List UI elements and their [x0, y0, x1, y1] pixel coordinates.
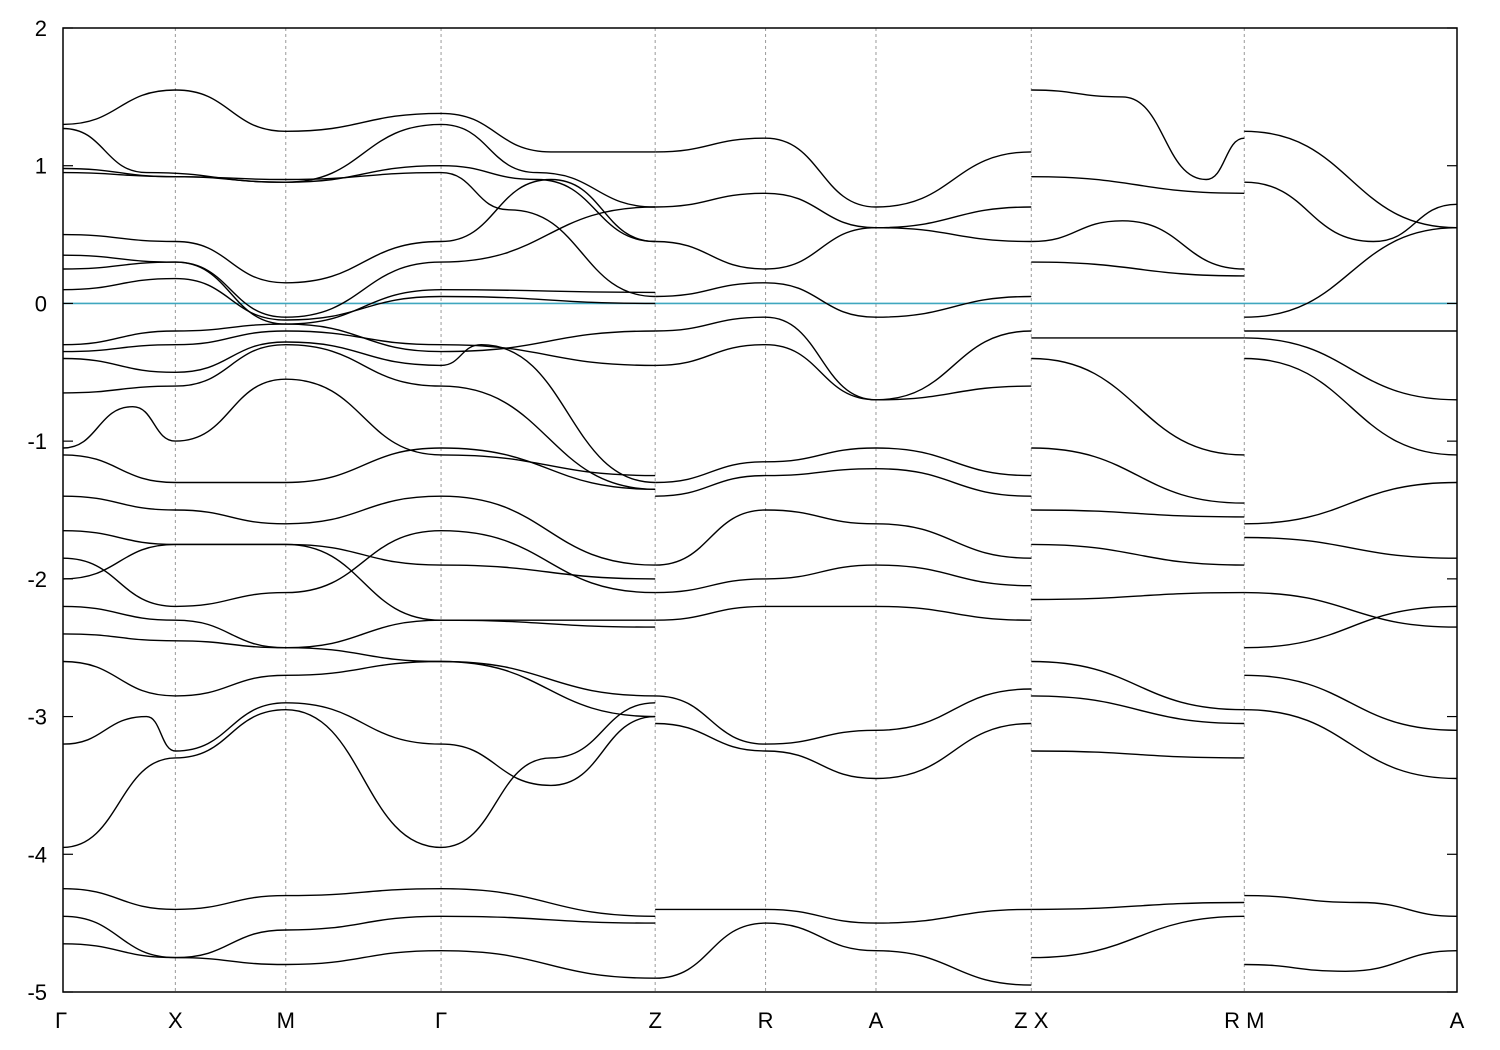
band-line-52	[1031, 695, 1245, 725]
band-line-16	[63, 529, 656, 608]
band-line-8	[63, 323, 656, 353]
band-line-49	[1031, 543, 1245, 566]
kpoint-label-4: Z	[648, 1008, 661, 1033]
band-line-48	[1031, 509, 1245, 518]
band-line-26	[655, 137, 1032, 208]
band-line-11	[63, 343, 656, 490]
band-line-67	[1244, 709, 1457, 780]
ytick-label-6: -4	[27, 842, 47, 867]
band-line-21	[63, 702, 656, 787]
band-line-57	[1244, 181, 1457, 243]
band-line-30	[655, 316, 1032, 401]
plot-frame	[62, 27, 1458, 993]
kpoint-label-9: A	[1450, 1008, 1465, 1033]
kpoint-gridlines	[174, 28, 1245, 992]
band-line-29	[655, 282, 1032, 318]
band-line-37	[655, 688, 1032, 745]
band-line-20	[63, 660, 656, 718]
band-line-24	[63, 915, 656, 959]
band-line-44	[1031, 261, 1245, 277]
band-line-0	[63, 89, 656, 153]
band-line-17	[63, 543, 656, 621]
ytick-label-4: -2	[27, 567, 47, 592]
ytick-label-5: -3	[27, 705, 47, 730]
band-line-62	[1244, 481, 1457, 525]
band-line-60	[1244, 337, 1457, 401]
kpoint-label-3: Γ	[435, 1008, 447, 1033]
band-line-50	[1031, 591, 1245, 601]
band-line-28	[655, 226, 1032, 270]
band-line-4	[63, 178, 656, 284]
band-line-9	[63, 330, 656, 367]
band-line-7	[63, 277, 656, 321]
ytick-label-3: -1	[27, 429, 47, 454]
ytick-label-7: -5	[27, 980, 47, 1005]
band-line-27	[655, 192, 1032, 229]
band-lines	[63, 89, 1457, 986]
ytick-label-2: 0	[35, 291, 47, 316]
band-line-42	[1031, 176, 1245, 194]
band-line-19	[63, 633, 656, 697]
band-line-61	[1244, 357, 1457, 456]
ytick-label-1: 1	[35, 154, 47, 179]
band-line-15	[63, 530, 656, 580]
kpoint-label-2: M	[277, 1008, 295, 1033]
kpoint-label-0: Γ	[55, 1008, 67, 1033]
band-line-54	[1031, 901, 1245, 911]
band-line-46	[1031, 357, 1245, 456]
band-line-51	[1031, 660, 1245, 711]
ytick-label-0: 2	[35, 16, 47, 41]
band-line-58	[1244, 227, 1457, 318]
band-line-38	[655, 722, 1032, 780]
band-line-33	[655, 467, 1032, 497]
band-line-25	[63, 943, 656, 979]
band-line-65	[1244, 605, 1457, 649]
band-line-23	[63, 887, 656, 917]
band-line-22	[63, 702, 656, 849]
kpoint-label-6: A	[869, 1008, 884, 1033]
kpoint-label-5: R	[758, 1008, 774, 1033]
y-axis-ticks: 2 1 0 -1 -2 -3 -4 -5	[27, 16, 1457, 1005]
kpoint-label-8: R M	[1224, 1008, 1264, 1033]
band-line-18	[63, 605, 656, 649]
band-line-47	[1031, 447, 1245, 504]
band-line-14	[63, 495, 656, 566]
band-line-10	[63, 341, 656, 484]
band-line-55	[1031, 915, 1245, 959]
band-line-35	[655, 564, 1032, 594]
band-line-34	[655, 509, 1032, 566]
band-line-68	[1244, 894, 1457, 917]
band-line-53	[1031, 750, 1245, 759]
band-line-6	[63, 261, 656, 325]
band-line-64	[1244, 591, 1457, 628]
band-line-32	[655, 447, 1032, 484]
band-line-36	[655, 605, 1032, 621]
band-line-66	[1244, 674, 1457, 731]
band-line-69	[1244, 950, 1457, 973]
band-line-31	[655, 343, 1032, 401]
band-line-12	[63, 378, 656, 477]
kpoint-label-7: Z X	[1014, 1008, 1049, 1033]
band-line-1	[63, 123, 656, 208]
kpoint-label-1: X	[168, 1008, 183, 1033]
band-line-56	[1244, 130, 1457, 229]
band-line-3	[63, 171, 656, 298]
band-line-63	[1244, 536, 1457, 559]
band-line-40	[655, 922, 1032, 986]
band-line-39	[655, 908, 1032, 924]
band-line-43	[1031, 220, 1245, 270]
band-line-13	[63, 447, 656, 490]
band-line-41	[1031, 89, 1245, 181]
